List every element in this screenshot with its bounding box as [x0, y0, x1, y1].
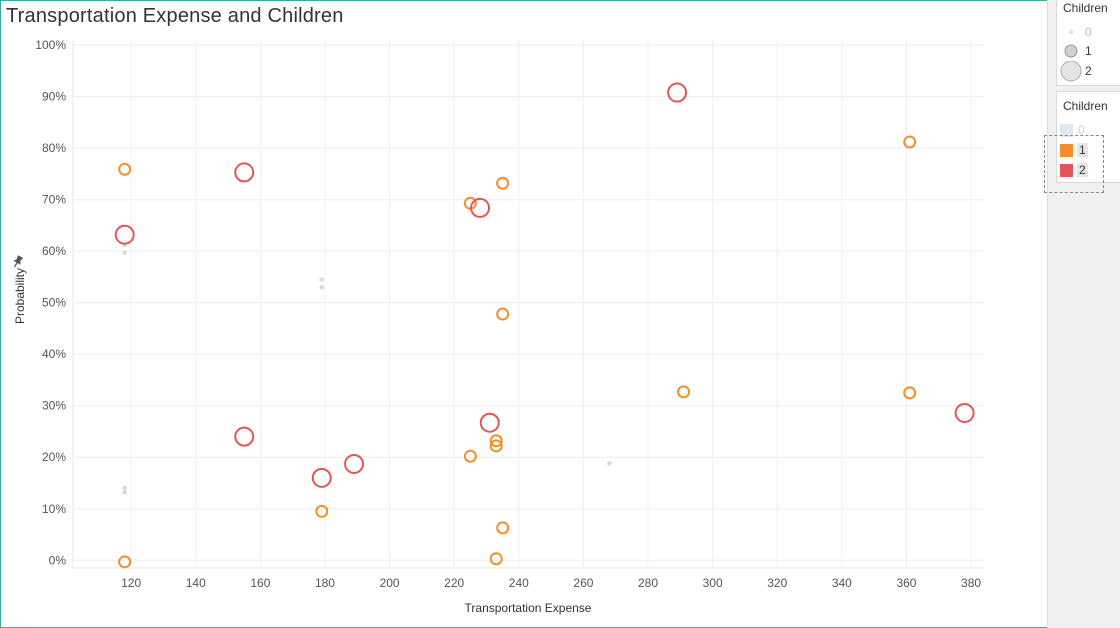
x-tick-label: 360	[896, 576, 916, 590]
color-swatch	[1060, 164, 1073, 177]
data-point-children-2[interactable]	[114, 224, 135, 245]
size-legend-title: Children	[1063, 1, 1108, 15]
data-point-children-1[interactable]	[118, 162, 132, 176]
data-point-children-0[interactable]	[122, 489, 127, 495]
y-tick-label: 100%	[35, 38, 66, 52]
data-point-children-1[interactable]	[489, 434, 503, 448]
x-tick-label: 240	[509, 576, 529, 590]
size-legend-label: 0	[1085, 25, 1092, 39]
data-point-children-1[interactable]	[315, 504, 329, 518]
chart-title: Transportation Expense and Children	[6, 5, 344, 27]
y-axis-label-group: Probability	[11, 255, 27, 324]
y-axis-label: Probability	[13, 268, 27, 324]
data-point-children-0[interactable]	[319, 277, 325, 282]
color-swatch	[1060, 144, 1073, 157]
size-legend-label: 1	[1085, 44, 1092, 58]
y-tick-label: 60%	[42, 244, 66, 258]
pin-icon[interactable]	[11, 255, 24, 269]
data-point-children-1[interactable]	[496, 307, 510, 321]
x-tick-label: 320	[767, 576, 787, 590]
legend-sidebar: Children 0 1 2 Children 0 1	[1047, 0, 1120, 628]
chart-grid	[72, 40, 984, 569]
x-tick-label: 140	[186, 576, 206, 590]
data-point-children-0[interactable]	[606, 461, 612, 466]
data-point-children-1[interactable]	[489, 552, 503, 566]
x-axis-label: Transportation Expense	[465, 601, 592, 615]
data-point-children-1[interactable]	[903, 135, 917, 149]
size-legend-item[interactable]: 2	[1057, 61, 1117, 82]
data-point-children-1[interactable]	[463, 449, 477, 463]
y-tick-label: 10%	[42, 502, 66, 516]
y-axis-ticks: 0% 10% 20% 30% 40% 50% 60% 70% 80% 90% 100%	[35, 38, 66, 567]
color-legend-label: 1	[1077, 143, 1088, 157]
x-tick-label: 260	[573, 576, 593, 590]
y-tick-label: 20%	[42, 450, 66, 464]
color-legend-label: 0	[1078, 123, 1085, 137]
data-point-children-2[interactable]	[234, 162, 255, 183]
data-point-children-1[interactable]	[489, 439, 503, 453]
color-legend-label: 2	[1077, 163, 1088, 177]
y-tick-label: 0%	[49, 553, 67, 567]
x-tick-label: 180	[315, 576, 335, 590]
chart-points	[114, 82, 975, 569]
size-large-circle-icon	[1060, 61, 1082, 82]
data-point-children-0[interactable]	[319, 284, 325, 290]
x-tick-label: 120	[121, 576, 141, 590]
data-point-children-2[interactable]	[667, 82, 688, 103]
data-point-children-2[interactable]	[954, 402, 975, 423]
y-tick-label: 80%	[42, 141, 66, 155]
data-point-children-1[interactable]	[903, 386, 917, 400]
y-tick-label: 50%	[42, 296, 66, 310]
color-legend-item[interactable]: 0	[1057, 123, 1117, 141]
x-tick-label: 280	[638, 576, 658, 590]
x-tick-label: 160	[250, 576, 270, 590]
data-point-children-1[interactable]	[496, 521, 510, 535]
x-tick-label: 340	[832, 576, 852, 590]
color-legend-item[interactable]: 2	[1057, 163, 1117, 181]
size-legend-item[interactable]: 0	[1057, 24, 1117, 42]
y-tick-label: 90%	[42, 90, 66, 104]
data-point-children-1[interactable]	[118, 555, 132, 569]
size-legend-item[interactable]: 1	[1057, 43, 1117, 61]
size-legend-label: 2	[1085, 64, 1092, 78]
y-tick-label: 70%	[42, 193, 66, 207]
size-medium-circle-icon	[1064, 44, 1078, 58]
size-legend[interactable]: Children 0 1 2	[1056, 0, 1120, 86]
data-point-children-1[interactable]	[677, 385, 691, 399]
scatter-chart[interactable]: 0% 10% 20% 30% 40% 50% 60% 70% 80% 90% 100% 120 140…	[0, 0, 1040, 628]
legend-selection-outline	[1044, 135, 1104, 193]
data-point-children-0[interactable]	[122, 250, 127, 256]
y-tick-label: 30%	[42, 399, 66, 413]
data-point-children-2[interactable]	[470, 197, 491, 218]
data-point-children-2[interactable]	[234, 426, 255, 447]
data-point-children-0[interactable]	[122, 485, 127, 490]
data-point-children-2[interactable]	[344, 453, 365, 474]
color-legend-title: Children	[1063, 99, 1108, 113]
color-swatch	[1060, 124, 1073, 137]
x-axis-ticks: 120 140 160 180 200 220 240 260 280 300 320 340 360 3…	[121, 576, 981, 590]
y-tick-label: 40%	[42, 347, 66, 361]
x-tick-label: 200	[380, 576, 400, 590]
color-legend[interactable]: Children 0 1 2	[1056, 91, 1120, 183]
data-point-children-2[interactable]	[479, 412, 500, 433]
color-legend-item[interactable]: 1	[1057, 143, 1117, 161]
size-small-circle-icon	[1068, 29, 1074, 35]
x-tick-label: 380	[961, 576, 981, 590]
x-tick-label: 300	[703, 576, 723, 590]
data-point-children-2[interactable]	[311, 467, 332, 488]
data-point-children-1[interactable]	[496, 176, 510, 190]
x-tick-label: 220	[444, 576, 464, 590]
